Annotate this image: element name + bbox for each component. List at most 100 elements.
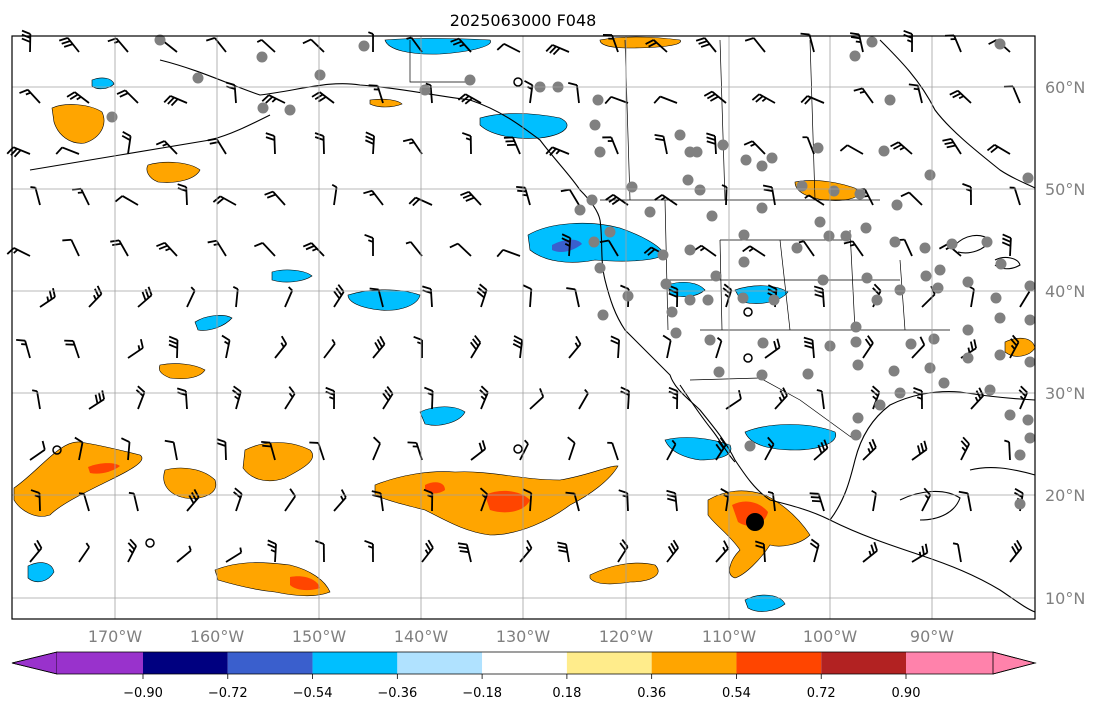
station-marker — [874, 399, 886, 411]
wind-barb — [804, 194, 825, 206]
anomaly-region-negative — [664, 437, 732, 461]
wind-barb — [764, 436, 775, 461]
station-marker — [995, 258, 1007, 270]
wind-barb — [565, 491, 580, 512]
wind-barb — [764, 338, 781, 359]
anomaly-region-negative — [744, 594, 786, 612]
wind-barb — [274, 335, 288, 359]
wind-barb — [364, 540, 374, 563]
station-marker — [738, 229, 750, 241]
wind-barb — [64, 339, 80, 359]
lon-label: 110°W — [702, 627, 757, 646]
colorbar-tick-label: −0.18 — [462, 686, 502, 701]
wind-barb — [78, 542, 90, 563]
colorbar-bin — [143, 652, 228, 674]
lon-label: 120°W — [599, 627, 654, 646]
station-marker — [604, 226, 616, 238]
station-marker — [981, 236, 993, 248]
station-marker — [738, 256, 750, 268]
colorbar-tick-label: 0.72 — [807, 686, 836, 701]
anomaly-region-positive — [159, 363, 206, 380]
station-marker — [823, 230, 835, 242]
wind-barb — [862, 335, 874, 359]
wind-barb — [114, 195, 139, 206]
station-markers — [106, 34, 1036, 510]
wind-barb — [363, 189, 384, 206]
us-mexico-border — [689, 377, 856, 441]
lat-label: 50°N — [1045, 180, 1085, 199]
wind-barb — [706, 132, 717, 155]
anomaly-region-negative — [552, 239, 582, 252]
wind-barb — [607, 441, 619, 461]
station-marker — [850, 321, 862, 333]
colorbar-bin — [312, 652, 398, 674]
lon-label: 160°W — [190, 627, 245, 646]
wind-barb — [421, 539, 434, 563]
alaska-coast — [159, 59, 601, 221]
wind-barb — [871, 489, 877, 512]
anomaly-region-positive — [369, 98, 403, 108]
station-marker — [888, 365, 900, 377]
station-marker — [684, 294, 696, 306]
wind-barb — [1009, 334, 1020, 359]
anomaly-region-negative — [91, 77, 115, 90]
wind-barb — [155, 140, 178, 155]
station-marker — [1024, 432, 1036, 444]
wind-barb — [519, 439, 529, 461]
wind-barb — [862, 438, 877, 461]
wind-barb — [216, 438, 227, 461]
station-marker — [962, 352, 974, 364]
lon-label: 90°W — [910, 627, 954, 646]
calm-wind-marker — [513, 444, 523, 454]
wind-barb — [402, 138, 423, 155]
station-marker — [1022, 172, 1034, 184]
wind-barb — [164, 439, 178, 461]
wind-barb — [207, 239, 227, 257]
station-marker — [756, 369, 768, 381]
wind-barb — [958, 490, 972, 512]
wind-barb — [813, 439, 829, 461]
wind-barb — [522, 284, 533, 308]
wind-barb — [408, 196, 433, 207]
wind-barb — [364, 233, 374, 257]
wind-barb — [221, 334, 231, 359]
station-marker — [990, 292, 1002, 304]
station-marker — [1014, 449, 1026, 461]
wind-barb — [654, 134, 668, 155]
wind-barb — [949, 89, 972, 104]
anomaly-region-positive — [794, 180, 861, 201]
wind-barb — [261, 94, 286, 104]
wind-barb — [176, 545, 192, 563]
wind-barb — [127, 338, 144, 359]
wind-barb — [460, 190, 482, 206]
station-marker — [860, 222, 872, 234]
station-marker — [849, 50, 861, 62]
wind-barb — [862, 541, 878, 563]
wind-barb — [503, 136, 521, 155]
anomaly-region-positive — [88, 463, 120, 474]
station-marker — [737, 292, 749, 304]
station-marker — [644, 206, 656, 218]
station-marker — [1004, 409, 1016, 421]
station-marker — [938, 377, 950, 389]
wind-barb — [127, 538, 137, 563]
wind-barb — [31, 389, 41, 410]
wind-barbs — [6, 29, 1031, 563]
station-marker — [1024, 356, 1036, 368]
station-marker — [946, 238, 958, 250]
calm-wind-marker — [743, 353, 753, 363]
station-marker — [924, 169, 936, 181]
colorbar-tick-label: −0.72 — [208, 686, 248, 701]
wind-barb — [610, 335, 621, 359]
wind-barb — [1009, 539, 1023, 563]
wind-barb — [557, 541, 570, 563]
wind-barb — [800, 95, 825, 105]
station-marker — [192, 72, 204, 84]
wind-barb — [721, 184, 728, 206]
station-marker — [756, 160, 768, 172]
station-marker — [586, 194, 598, 206]
anomaly-region-positive — [589, 562, 659, 585]
station-marker — [852, 359, 864, 371]
wind-barb — [116, 89, 139, 104]
map-panel — [6, 29, 1036, 620]
